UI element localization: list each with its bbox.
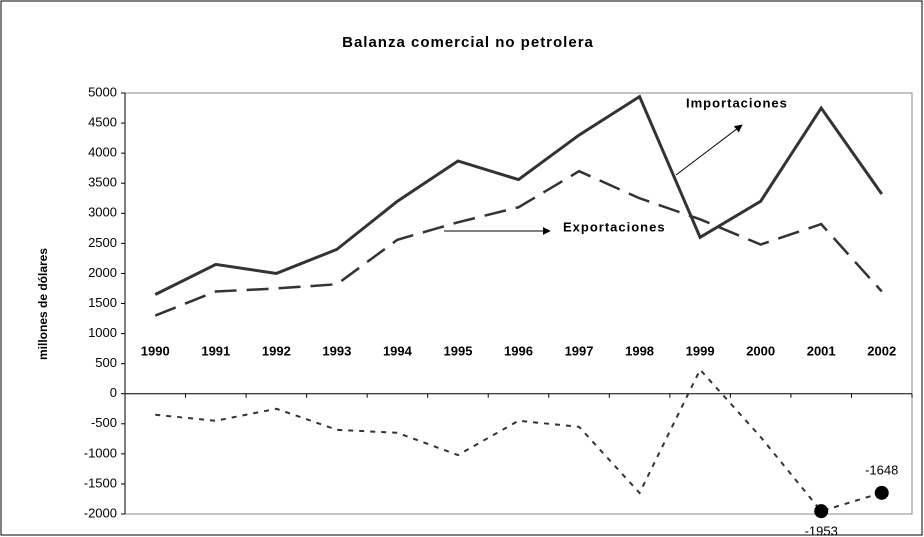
- y-tick-label: 2000: [88, 265, 117, 280]
- x-tick-label: 1993: [322, 343, 351, 358]
- x-tick-label: 1990: [141, 343, 170, 358]
- series-line: [154, 94, 883, 296]
- x-tick-label: 1999: [686, 343, 715, 358]
- x-tick-label: 1995: [444, 343, 473, 358]
- y-tick-label: 5000: [88, 84, 117, 99]
- y-tick-label: -500: [91, 415, 117, 430]
- series-line: [154, 169, 883, 317]
- y-tick-label: -1000: [84, 445, 117, 460]
- series-line: [155, 367, 883, 513]
- x-tick-label: 1998: [625, 343, 654, 358]
- y-tick-label: -2000: [84, 505, 117, 520]
- y-tick-label: 4500: [88, 115, 117, 130]
- chart-title: Balanza comercial no petrolera: [342, 34, 594, 51]
- arrow: [675, 124, 743, 176]
- y-tick-label: 3000: [88, 205, 117, 220]
- x-tick-label: 1991: [201, 343, 230, 358]
- series-label: Exportaciones: [563, 219, 666, 234]
- y-tick-label: 2500: [88, 235, 117, 250]
- x-tick-label: 2000: [746, 343, 775, 358]
- y-tick-label: 1500: [88, 295, 117, 310]
- y-tick-label: 4000: [88, 145, 117, 160]
- point-marker: [814, 504, 829, 519]
- y-tick-label: 1000: [88, 325, 117, 340]
- y-tick-label: -1500: [84, 475, 117, 490]
- point-marker: [874, 485, 889, 500]
- y-axis-label: millones de dólares: [36, 248, 50, 360]
- x-tick-label: 1997: [565, 343, 594, 358]
- y-tick-label: 0: [110, 385, 117, 400]
- x-tick-label: 1996: [504, 343, 533, 358]
- data-label: -1648: [865, 462, 898, 477]
- y-tick-label: 3500: [88, 175, 117, 190]
- data-label: -1953: [805, 524, 838, 537]
- x-tick-label: 1994: [383, 343, 413, 358]
- plot-area: [124, 92, 913, 515]
- x-tick-label: 2001: [807, 343, 836, 358]
- x-tick-label: 1992: [262, 343, 291, 358]
- y-tick-label: 500: [95, 355, 117, 370]
- series-label: Importaciones: [686, 95, 788, 110]
- x-tick-label: 2002: [867, 343, 896, 358]
